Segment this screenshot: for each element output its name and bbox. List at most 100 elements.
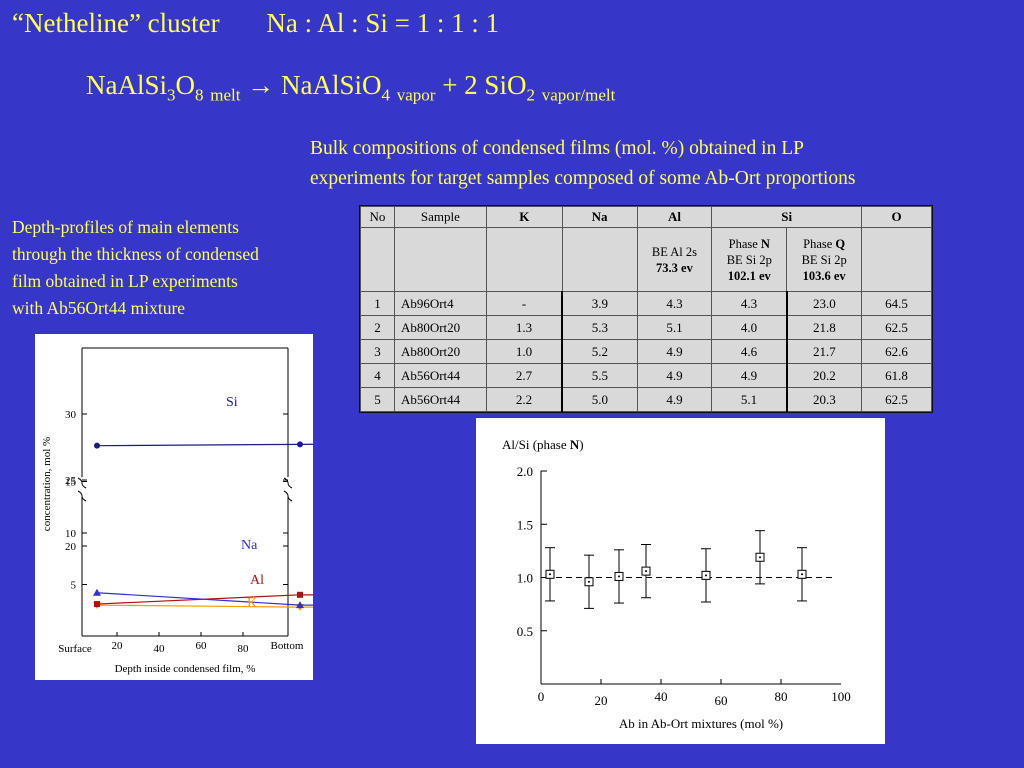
cell-no: 2 bbox=[360, 315, 395, 340]
x-tick-label: 40 bbox=[655, 689, 668, 704]
eq-product2-sub: 2 bbox=[526, 85, 535, 105]
axis-break-mark bbox=[283, 490, 293, 502]
depth-caption: Depth-profiles of main elements through … bbox=[12, 214, 259, 322]
cell-si-q: 23.0 bbox=[786, 291, 863, 316]
y-tick-label: 20 bbox=[65, 541, 77, 553]
cell-al: 5.1 bbox=[636, 315, 713, 340]
x-axis-label: Ab in Ab-Ort mixtures (mol %) bbox=[619, 716, 783, 731]
cell-si-n: 4.9 bbox=[711, 363, 788, 388]
si-phase-q-label: Phase bbox=[803, 236, 833, 251]
header-si: Si bbox=[711, 206, 863, 228]
cell-sample: Ab80Ort20 bbox=[393, 315, 487, 340]
series-line-si bbox=[96, 442, 1024, 496]
composition-table: No Sample K Na Al Si O BE Al 2s 73.3 ev … bbox=[359, 205, 933, 413]
cell-al: 4.9 bbox=[636, 387, 713, 412]
cell-k: 1.0 bbox=[485, 339, 563, 364]
data-point-dot bbox=[705, 574, 707, 577]
cell-no: 1 bbox=[360, 291, 395, 316]
reaction-equation: NaAlSi3O8 melt → NaAlSiO4 vapor + 2 SiO2… bbox=[86, 70, 615, 105]
eq-arrow: → bbox=[247, 70, 275, 100]
cell-si-q: 21.7 bbox=[786, 339, 863, 364]
header-na: Na bbox=[561, 206, 638, 228]
cell-o: 64.5 bbox=[861, 291, 932, 316]
eq-reactant-o: O bbox=[175, 70, 196, 100]
header-no: No bbox=[360, 206, 395, 228]
data-point-na bbox=[93, 588, 101, 596]
cell-na: 5.2 bbox=[561, 339, 638, 364]
eq-product1-state: vapor bbox=[396, 85, 436, 105]
x-tick-label: 40 bbox=[154, 643, 166, 655]
al-be-cell: BE Al 2s 73.3 ev bbox=[636, 227, 713, 292]
y-tick-label: 1.5 bbox=[517, 517, 533, 532]
data-point-na bbox=[296, 601, 304, 609]
cell-na: 5.5 bbox=[561, 363, 638, 388]
cell-na: 5.0 bbox=[561, 387, 638, 412]
data-point-dot bbox=[549, 573, 551, 576]
cell-si-q: 21.8 bbox=[786, 315, 863, 340]
table-row: 1 Ab96Ort4 - 3.9 4.3 4.3 23.0 64.5 bbox=[360, 291, 932, 316]
cell-na: 3.9 bbox=[561, 291, 638, 316]
cell-sample: Ab96Ort4 bbox=[393, 291, 487, 316]
cell-k: 1.3 bbox=[485, 315, 563, 340]
axis-break-mark bbox=[283, 477, 293, 489]
axis-break-mark bbox=[77, 477, 87, 489]
y-tick-label: 30 bbox=[65, 409, 77, 421]
eq-product1-sub: 4 bbox=[381, 85, 390, 105]
data-point-al bbox=[94, 601, 100, 608]
table-subheader-row: BE Al 2s 73.3 ev Phase N BE Si 2p 102.1 … bbox=[360, 227, 932, 292]
cell-sample: Ab56Ort44 bbox=[393, 387, 487, 412]
y-tick-label: 15 bbox=[65, 477, 77, 489]
x-tick-label: 60 bbox=[715, 693, 728, 708]
si-phase-n-be: BE Si 2p bbox=[726, 252, 772, 267]
cell-o: 61.8 bbox=[861, 363, 932, 388]
cell-sample: Ab56Ort44 bbox=[393, 363, 487, 388]
eq-reactant-sub1: 3 bbox=[167, 85, 176, 105]
table-row: 5 Ab56Ort44 2.2 5.0 4.9 5.1 20.3 62.5 bbox=[360, 387, 932, 412]
y-tick-label: 2.0 bbox=[517, 464, 533, 479]
si-phase-q-value: 103.6 ev bbox=[802, 268, 846, 283]
si-phase-n-value: 102.1 ev bbox=[727, 268, 771, 283]
cell-o: 62.5 bbox=[861, 315, 932, 340]
data-point-si bbox=[297, 441, 303, 448]
cell-sample: Ab80Ort20 bbox=[393, 339, 487, 364]
cell-no: 5 bbox=[360, 387, 395, 412]
x-tick-label: 80 bbox=[775, 689, 788, 704]
si-phase-q-letter: Q bbox=[835, 236, 846, 251]
data-point-si bbox=[94, 442, 100, 449]
cell-si-q: 20.2 bbox=[786, 363, 863, 388]
series-line-k bbox=[96, 601, 1024, 608]
slide-title: “Netheline” cluster Na : Al : Si = 1 : 1… bbox=[12, 8, 499, 39]
data-point-dot bbox=[759, 556, 761, 559]
cell-k: 2.7 bbox=[485, 363, 563, 388]
cell-al: 4.9 bbox=[636, 339, 713, 364]
y-tick-label: 10 bbox=[65, 528, 77, 540]
series-label-na: Na bbox=[241, 538, 258, 553]
ratio-title: Na : Al : Si = 1 : 1 : 1 bbox=[266, 8, 500, 38]
cell-si-n: 5.1 bbox=[711, 387, 788, 412]
depth-profile-chart: 20 25 30 5 10 15 Surface 20 40 60 80 Bottom Depth in… bbox=[35, 334, 1024, 680]
eq-product2-state: vapor/melt bbox=[541, 85, 616, 105]
data-point-dot bbox=[801, 573, 803, 576]
al-be-label: BE Al 2s bbox=[651, 244, 698, 259]
depth-profile-svg: 20 25 30 5 10 15 Surface 20 40 60 80 Bottom Depth in… bbox=[41, 347, 1024, 675]
si-phase-n-letter: N bbox=[760, 236, 770, 251]
al-si-ratio-chart: Al/Si (phase N) 0.5 1.0 1.5 2.0 0 20 40 60 80 100 A… bbox=[476, 418, 885, 744]
x-tick-label: 20 bbox=[112, 640, 124, 652]
cell-al: 4.9 bbox=[636, 363, 713, 388]
header-sample: Sample bbox=[393, 206, 487, 228]
cell-si-q: 20.3 bbox=[786, 387, 863, 412]
cell-si-n: 4.0 bbox=[711, 315, 788, 340]
data-point-dot bbox=[588, 580, 590, 583]
series-label-al: Al bbox=[250, 573, 264, 588]
si-phase-n-label: Phase bbox=[728, 236, 758, 251]
header-o: O bbox=[861, 206, 932, 228]
y-tick-label: 5 bbox=[71, 580, 77, 592]
depth-caption-line: with Ab56Ort44 mixture bbox=[12, 298, 186, 318]
cell-na: 5.3 bbox=[561, 315, 638, 340]
x-tick-label: 80 bbox=[238, 643, 250, 655]
table-row: 3 Ab80Ort20 1.0 5.2 4.9 4.6 21.7 62.6 bbox=[360, 339, 932, 364]
x-tick-label: Bottom bbox=[270, 640, 303, 652]
cell-k: 2.2 bbox=[485, 387, 563, 412]
eq-product2: 2 SiO bbox=[464, 70, 527, 100]
al-si-ratio-svg: Al/Si (phase N) 0.5 1.0 1.5 2.0 0 20 40 60 80 100 A… bbox=[502, 437, 851, 731]
